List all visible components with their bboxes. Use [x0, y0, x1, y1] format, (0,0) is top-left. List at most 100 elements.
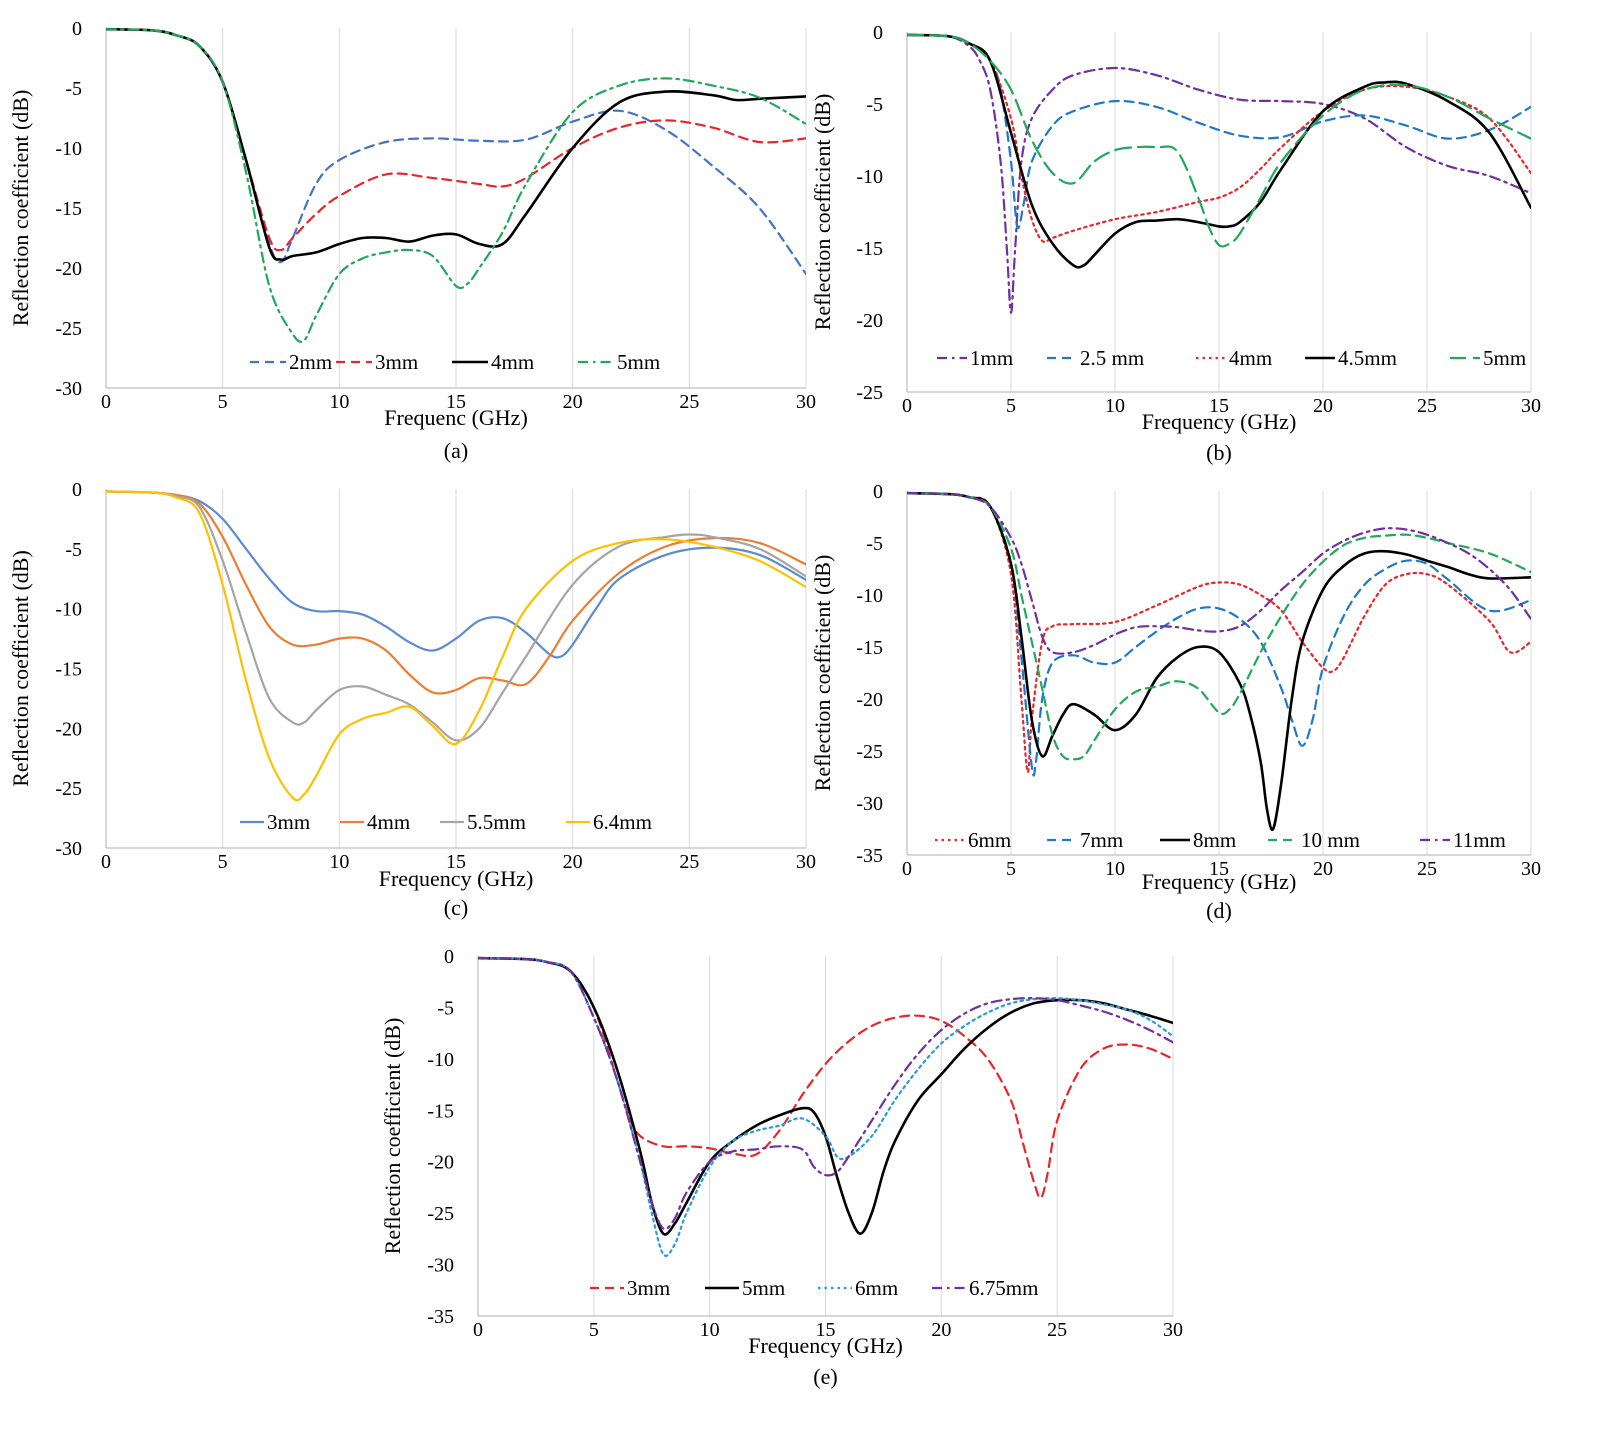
legend-label: 5mm: [617, 350, 660, 374]
y-tick-label: -15: [55, 198, 82, 220]
series-line-4.5mm: [907, 33, 1531, 269]
y-tick-label: 0: [444, 946, 454, 968]
legend-label: 4mm: [491, 350, 534, 374]
legend-label: 2.5 mm: [1080, 346, 1144, 370]
y-tick-label: 0: [873, 22, 883, 44]
y-tick-label: -5: [866, 533, 883, 555]
y-tick-label: -5: [866, 94, 883, 116]
legend: 1mm 2.5 mm 4mm 4.5mm 5mm: [937, 346, 1526, 370]
x-tick-label: 30: [1521, 858, 1541, 880]
x-tick-label: 25: [1047, 1319, 1067, 1341]
y-tick-label: -20: [55, 258, 82, 280]
y-tick-label: -20: [427, 1152, 454, 1174]
legend-label: 3mm: [375, 350, 418, 374]
legend-label: 5mm: [742, 1276, 785, 1300]
series-line-6.75mm: [478, 957, 1173, 1231]
legend-label: 1mm: [970, 346, 1013, 370]
y-tick-label: -5: [65, 539, 82, 561]
legend-label: 4mm: [367, 810, 410, 834]
series-line-5mm: [478, 956, 1173, 1236]
y-tick-label: -25: [55, 778, 82, 800]
y-tick-label: -10: [55, 138, 82, 160]
chart-panel-a: 0 5 10 15 20 25 30 0 -5 -10 -15 -20 -25 -30 Frequenc (…: [8, 18, 816, 463]
y-tick-label: -10: [856, 166, 883, 188]
legend-label: 3mm: [267, 810, 310, 834]
panel-caption: (e): [813, 1364, 837, 1389]
x-tick-label: 0: [473, 1319, 483, 1341]
x-tick-label: 10: [1105, 858, 1125, 880]
legend-label: 2mm: [289, 350, 332, 374]
chart-panel-d: 0 5 10 15 20 25 30 0 -5 -10 -15 -20 -25 -30 -35 Frequen…: [810, 481, 1541, 923]
legend-label: 8mm: [1193, 828, 1236, 852]
y-tick-label: 0: [72, 18, 82, 40]
legend-label: 6.4mm: [593, 810, 652, 834]
x-axis-title: Frequency (GHz): [1142, 409, 1297, 434]
y-tick-label: -25: [427, 1203, 454, 1225]
series-line-6mm: [907, 492, 1531, 773]
y-tick-label: -25: [856, 741, 883, 763]
x-axis-title: Frequency (GHz): [379, 866, 534, 891]
x-tick-label: 25: [679, 851, 699, 873]
x-tick-label: 30: [796, 851, 816, 873]
y-tick-label: -25: [856, 382, 883, 404]
y-tick-label: -20: [856, 310, 883, 332]
x-tick-label: 20: [563, 391, 583, 413]
series-line-4mm: [106, 490, 806, 695]
x-tick-label: 10: [329, 851, 349, 873]
series-line-3mm: [106, 490, 806, 659]
y-tick-label: -20: [55, 718, 82, 740]
chart-panel-c: 0 5 10 15 20 25 30 0 -5 -10 -15 -20 -25 -30 Frequency …: [8, 479, 816, 920]
legend-label: 5mm: [1483, 346, 1526, 370]
x-tick-label: 0: [101, 851, 111, 873]
x-tick-label: 5: [1006, 395, 1016, 417]
x-tick-label: 0: [902, 858, 912, 880]
x-axis-title: Frequenc (GHz): [384, 405, 528, 430]
y-tick-label: -30: [55, 838, 82, 860]
x-tick-label: 0: [902, 395, 912, 417]
y-tick-label: -10: [55, 599, 82, 621]
y-tick-label: -10: [856, 585, 883, 607]
y-tick-label: -15: [856, 238, 883, 260]
y-tick-label: 0: [72, 479, 82, 501]
legend-label: 6mm: [855, 1276, 898, 1300]
legend-label: 6.75mm: [969, 1276, 1038, 1300]
y-tick-label: -15: [856, 637, 883, 659]
x-tick-label: 10: [700, 1319, 720, 1341]
y-tick-label: -35: [427, 1306, 454, 1328]
x-tick-label: 10: [329, 391, 349, 413]
y-tick-label: -15: [55, 659, 82, 681]
y-tick-label: 0: [873, 481, 883, 503]
y-axis-title: Reflection coefficient (dB): [8, 550, 33, 787]
legend: 3mm 5mm 6mm 6.75mm: [590, 1276, 1038, 1300]
y-tick-label: -30: [856, 793, 883, 815]
y-axis-title: Reflection coefficient (dB): [8, 90, 33, 327]
x-tick-label: 30: [796, 391, 816, 413]
y-tick-label: -15: [427, 1100, 454, 1122]
x-tick-label: 0: [101, 391, 111, 413]
y-tick-label: -30: [55, 378, 82, 400]
y-axis-title: Reflection coefficient (dB): [380, 1018, 405, 1255]
x-tick-label: 20: [563, 851, 583, 873]
y-tick-label: -20: [856, 689, 883, 711]
y-tick-label: -35: [856, 845, 883, 867]
x-tick-label: 10: [1105, 395, 1125, 417]
y-tick-label: -25: [55, 318, 82, 340]
x-tick-label: 15: [1209, 395, 1229, 417]
legend-label: 11mm: [1453, 828, 1506, 852]
x-tick-label: 30: [1163, 1319, 1183, 1341]
legend-label: 5.5mm: [467, 810, 526, 834]
y-tick-label: -5: [65, 78, 82, 100]
series-line-10mm: [907, 492, 1531, 761]
x-tick-label: 30: [1521, 395, 1541, 417]
series-line-3mm: [106, 28, 806, 252]
x-tick-label: 15: [1209, 858, 1229, 880]
y-tick-label: -30: [427, 1255, 454, 1277]
legend: 2mm 3mm 4mm 5mm: [250, 350, 660, 374]
x-tick-label: 15: [816, 1319, 836, 1341]
x-tick-label: 5: [218, 391, 228, 413]
chart-panel-b: 0 5 10 15 20 25 30 0 -5 -10 -15 -20 -25 Frequency (GH…: [810, 22, 1541, 465]
legend: 6mm 7mm 8mm 10 mm 11mm: [935, 828, 1506, 852]
legend-label: 3mm: [627, 1276, 670, 1300]
x-tick-label: 5: [218, 851, 228, 873]
legend-label: 7mm: [1080, 828, 1123, 852]
